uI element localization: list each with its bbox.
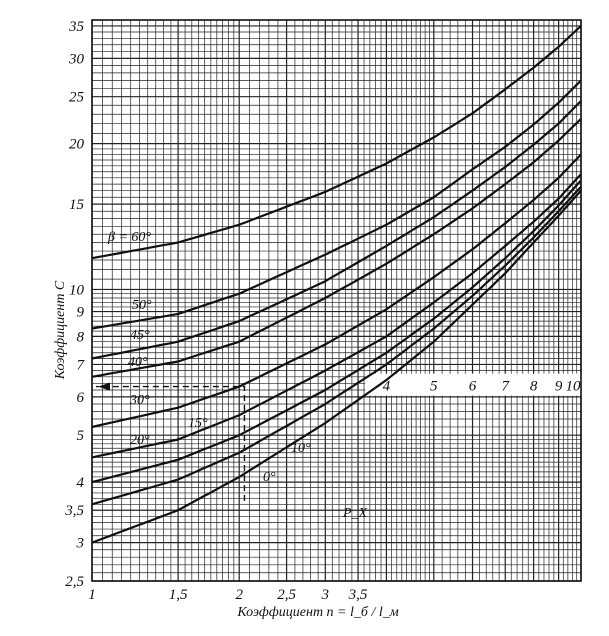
y-tick-label: 20 [69,137,85,153]
curve-2 [91,100,582,360]
y-tick-label: 3,5 [64,503,84,519]
x-tick-label-bottom: 3,5 [348,587,368,603]
x-tick-label-mid: 4 [383,379,391,395]
y-tick-label: 5 [77,428,85,444]
example-arrowhead [98,382,110,391]
example-dashed-line [96,385,246,501]
curve-labels: β = 60° 50° 45° 40° 30° 20° 15° 10° 0° [107,230,311,485]
example-dashed-path [96,382,246,501]
curve-6 [91,179,582,484]
y-tick-label: 7 [77,357,86,373]
y-tick-label: 6 [77,390,85,406]
x-tick-label-mid: 9 [555,379,563,395]
y-tick-label: 8 [77,329,85,345]
plot-frame [91,19,582,582]
plot-border [91,19,582,582]
y-tick-labels: 2,5 3 3,5 4 5 6 7 8 9 10 15 20 25 30 35 [64,19,85,590]
x-tick-label-mid: 5 [430,379,438,395]
y-tick-label: 25 [69,90,85,106]
curve-label-4: 30° [129,393,150,408]
curve-label-0: β = 60° [107,230,151,245]
x-tick-label-mid: 10 [566,379,582,395]
curve-3 [91,118,582,378]
x-tick-label-bottom: 2 [235,587,243,603]
y-tick-label: 30 [68,51,85,67]
x-tick-label-bottom: 2,5 [277,587,296,603]
x-tick-label-bottom: 3 [321,587,330,603]
mid-scale-box [365,373,582,396]
px-annotation: P_X [342,506,368,521]
x-tick-label-bottom: 1 [88,587,96,603]
curve-5 [91,173,582,459]
x-tick-labels: 1 1,5 2 2,5 3 3,5 4 5 6 7 8 9 10 [88,379,581,603]
y-tick-label: 2,5 [65,574,84,590]
curve-7 [91,185,582,506]
curve-8 [91,189,582,544]
y-tick-label: 10 [69,282,85,298]
x-tick-label-mid: 8 [530,379,538,395]
x-tick-label-mid: 6 [469,379,477,395]
curve-label-3: 40° [128,355,148,370]
y-tick-label: 15 [69,197,85,213]
y-tick-label: 3 [76,536,85,552]
y-tick-label: 35 [68,19,85,35]
grid-major [91,20,582,582]
y-tick-label: 9 [77,305,85,321]
curve-label-5: 20° [130,433,150,448]
x-tick-label-bottom: 1,5 [169,587,188,603]
x-axis-title: Коэффициент n = l_б / l_м [236,605,398,620]
curve-1 [91,79,582,330]
curve-label-7: 10° [291,441,311,456]
curve-label-8: 0° [263,470,276,485]
curve-label-1: 50° [132,298,152,313]
curve-label-6: 15° [188,416,208,431]
curve-4 [91,153,582,429]
curve-0 [91,25,582,260]
curves [91,25,582,544]
x-tick-label-mid: 7 [502,379,511,395]
y-tick-label: 4 [77,475,85,491]
y-axis-title: Коэффициент C [53,280,68,380]
curve-label-2: 45° [130,328,150,343]
grid-minor [92,19,581,581]
annotations: P_X [342,506,368,521]
